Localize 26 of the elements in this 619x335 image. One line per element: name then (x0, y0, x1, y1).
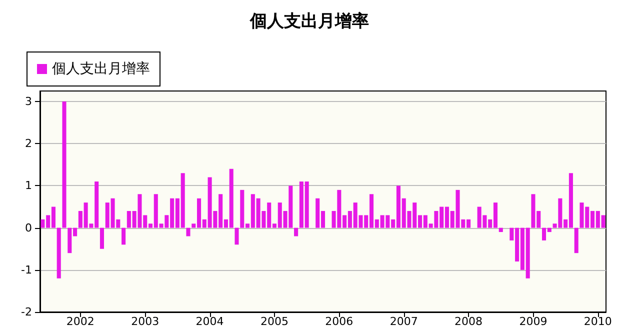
bar (186, 228, 190, 236)
bar (294, 228, 298, 236)
x-tick-label: 2008 (454, 315, 483, 328)
bar (100, 228, 104, 249)
bar (234, 228, 239, 245)
y-tick-label: 1 (25, 179, 32, 192)
bar (122, 228, 126, 245)
legend-label: 個人支出月增率 (52, 61, 150, 77)
x-tick-label: 2003 (131, 315, 160, 328)
x-tick-label: 2004 (196, 315, 224, 328)
bar (498, 228, 503, 232)
bar (56, 228, 61, 278)
bar (62, 102, 66, 228)
y-tick-label: 0 (25, 221, 32, 234)
x-tick-label: 2009 (519, 315, 548, 328)
y-tick-label: -1 (21, 263, 32, 276)
x-tick-label: 2005 (260, 315, 288, 328)
y-tick-label: 3 (25, 95, 32, 108)
bar (574, 228, 578, 254)
x-tick-label: 2002 (66, 315, 94, 328)
x-tick-label: 2010 (584, 315, 612, 328)
chart-title: 個人支出月增率 (249, 12, 369, 32)
x-tick-label: 2007 (390, 315, 418, 328)
y-tick-label: -2 (21, 306, 32, 318)
x-tick-label: 2006 (325, 315, 354, 328)
y-tick-label: 2 (25, 137, 32, 150)
